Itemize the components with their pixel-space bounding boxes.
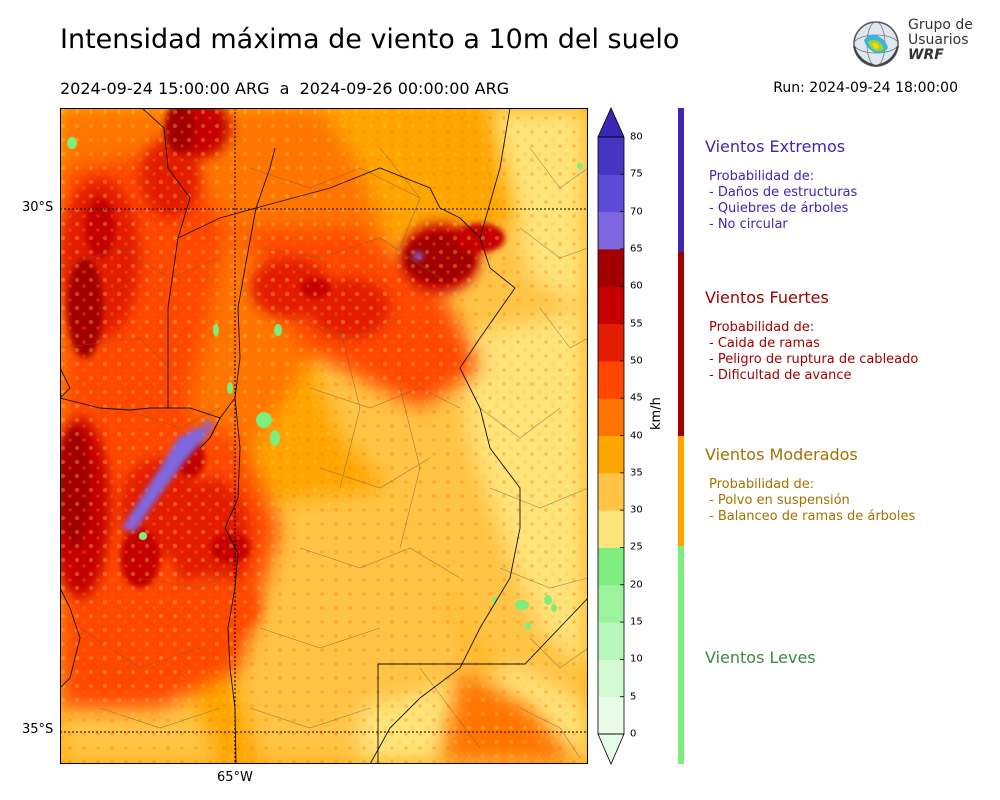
colorbar-segment	[598, 211, 624, 250]
category-title: Vientos Extremos	[705, 137, 846, 156]
colorbar-segment	[598, 659, 624, 698]
colorbar-segment	[598, 696, 624, 735]
category-line: Probabilidad de:	[709, 320, 815, 335]
colorbar-tick-label: 5	[630, 691, 637, 703]
category-title: Vientos Fuertes	[705, 288, 829, 307]
colorbar-tick-label: 15	[630, 616, 643, 628]
map-title: Intensidad máxima de viento a 10m del su…	[60, 24, 680, 55]
colorbar-tick-label: 80	[630, 131, 643, 143]
colorbar-segment	[598, 472, 624, 511]
category-line: - Peligro de ruptura de cableado	[709, 352, 919, 367]
model-run-time: Run: 2024-09-24 18:00:00	[773, 80, 958, 96]
graticule	[60, 108, 588, 764]
moderate-category-bar	[678, 436, 684, 546]
category-line: - Daños de estructuras	[709, 185, 858, 200]
colorbar-min-extension	[597, 733, 625, 766]
colorbar-tick-label: 60	[630, 280, 643, 292]
category-line: - Dificultad de avance	[709, 368, 852, 383]
colorbar-segment	[598, 435, 624, 474]
colorbar-segment	[598, 510, 624, 548]
colorbar-tick-label: 45	[630, 392, 643, 404]
colorbar-max-extension	[597, 107, 625, 138]
colorbar-segment	[598, 248, 624, 287]
logo-line-3: WRF	[908, 47, 944, 63]
colorbar-tick-label: 35	[630, 467, 643, 479]
colorbar	[596, 107, 626, 767]
colorbar-segment	[598, 584, 624, 623]
colorbar-tick-label: 30	[630, 504, 643, 516]
lat-label-30s: 30°S	[22, 200, 54, 215]
strong-category-bar	[678, 252, 684, 436]
category-line: Probabilidad de:	[709, 169, 815, 184]
category-line: Probabilidad de:	[709, 477, 815, 492]
logo-line-2: Usuarios	[908, 32, 969, 48]
province-borders	[60, 108, 588, 764]
colorbar-tick-label: 65	[630, 243, 643, 255]
colorbar-segment	[598, 137, 624, 175]
globe-icon	[853, 21, 899, 68]
light-category-bar	[678, 546, 684, 764]
colorbar-segment	[598, 323, 624, 362]
colorbar-tick-label: 20	[630, 579, 643, 591]
colorbar-segment	[598, 286, 624, 325]
category-moderate: Vientos Moderados Probabilidad de: - Pol…	[705, 447, 915, 525]
category-strong: Vientos Fuertes Probabilidad de: - Caida…	[705, 290, 918, 384]
category-light: Vientos Leves	[705, 650, 816, 680]
colorbar-segment	[598, 398, 624, 436]
wind-intensity-map	[60, 108, 588, 764]
category-title: Vientos Moderados	[705, 445, 858, 464]
category-extreme: Vientos Extremos Probabilidad de: - Daño…	[705, 139, 857, 233]
map-svg	[60, 108, 588, 764]
colorbar-tick-label: 55	[630, 318, 643, 330]
colorbar-tick-label: 70	[630, 206, 643, 218]
colorbar-tick-label: 0	[630, 728, 637, 740]
category-title: Vientos Leves	[705, 648, 816, 667]
colorbar-tick-label: 10	[630, 653, 643, 665]
colorbar-svg	[597, 107, 625, 766]
colorbar-segment	[598, 547, 624, 586]
forecast-period: 2024-09-24 15:00:00 ARG a 2024-09-26 00:…	[60, 79, 510, 98]
category-line: - Caida de ramas	[709, 336, 820, 351]
colorbar-tick-label: 25	[630, 541, 643, 553]
wrf-users-group-logo: Grupo de Usuarios WRF	[848, 16, 973, 74]
category-line: - Polvo en suspensión	[709, 493, 850, 508]
category-line: - No circular	[709, 217, 788, 232]
colorbar-segment	[598, 622, 624, 660]
category-line: - Balanceo de ramas de árboles	[709, 509, 916, 524]
lat-label-35s: 35°S	[22, 722, 54, 737]
category-line: - Quiebres de árboles	[709, 201, 849, 216]
colorbar-tick-label: 50	[630, 355, 643, 367]
colorbar-unit-label: km/h	[649, 397, 664, 430]
colorbar-segment	[598, 174, 624, 213]
colorbar-segment	[598, 360, 624, 399]
wind-field	[60, 108, 588, 764]
colorbar-tick-label: 40	[630, 430, 643, 441]
extreme-category-bar	[678, 108, 684, 252]
department-borders	[60, 147, 588, 759]
logo-line-1: Grupo de	[908, 17, 973, 33]
lon-label-65w: 65°W	[217, 770, 253, 785]
colorbar-tick-label: 75	[630, 168, 643, 180]
